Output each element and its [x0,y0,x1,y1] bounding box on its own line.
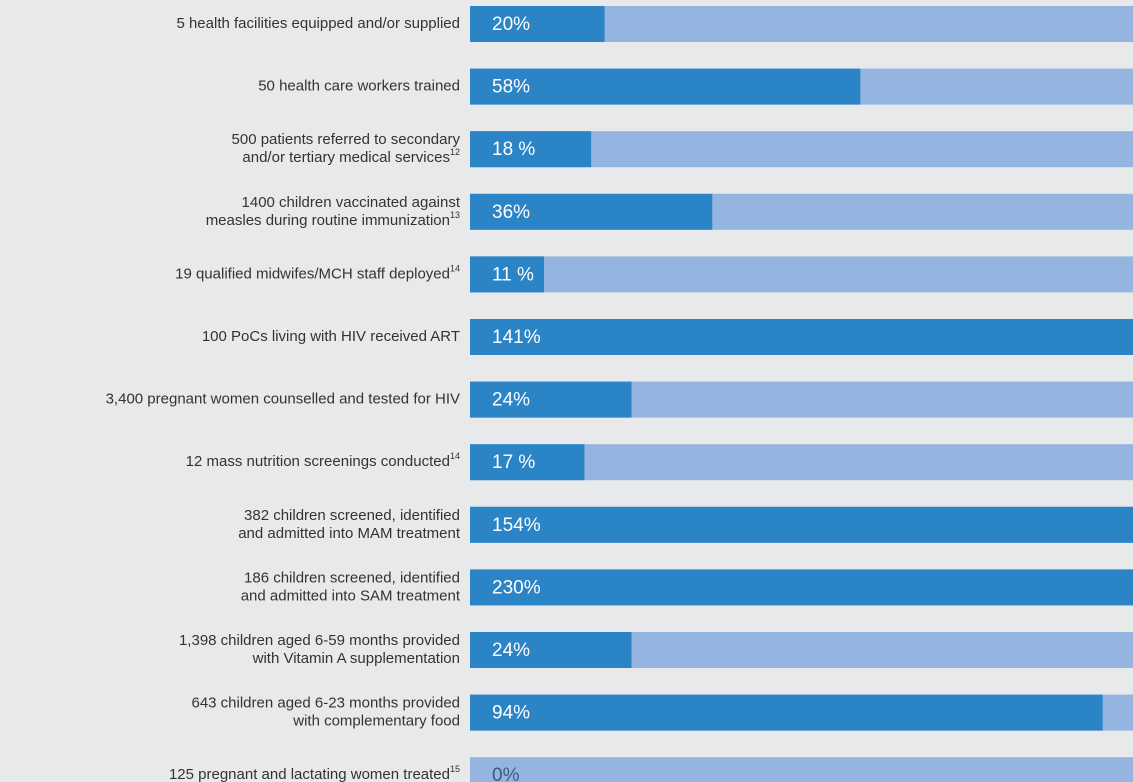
category-text: measles during routine immunization [206,212,450,229]
value-label: 24% [492,640,530,661]
category-label: 643 children aged 6-23 months provided [191,695,460,712]
value-label: 94% [492,703,530,724]
bar-track [470,757,1133,782]
category-label: and/or tertiary medical services12 [242,148,460,167]
footnote: 15 [450,765,460,775]
bar [470,632,632,668]
bar [470,256,545,293]
category-text: 3,400 pregnant women counselled and test… [106,391,460,408]
value-label: 36% [492,202,530,223]
category-text: 50 health care workers trained [258,78,460,95]
category-label: and admitted into MAM treatment [238,525,461,542]
category-text: and/or tertiary medical services [242,149,450,166]
category-text: and admitted into MAM treatment [238,525,461,542]
category-label: 3,400 pregnant women counselled and test… [106,391,460,408]
value-label: 17 % [492,452,535,473]
category-text: and admitted into SAM treatment [241,587,461,604]
value-label: 0% [492,765,520,782]
bar-track [470,256,1133,293]
category-label: and admitted into SAM treatment [241,587,461,604]
category-text: 1,398 children aged 6-59 months provided [179,632,460,649]
category-label: measles during routine immunization13 [206,210,460,229]
category-label: 100 PoCs living with HIV received ART [202,328,460,345]
category-text: 186 children screened, identified [244,569,460,586]
bar [470,444,585,481]
category-label: 50 health care workers trained [258,78,460,95]
value-label: 58% [492,77,530,98]
value-label: 24% [492,390,530,411]
footnote: 13 [450,210,460,220]
value-label: 11 % [492,264,534,285]
category-text: with complementary food [292,713,460,730]
category-text: 100 PoCs living with HIV received ART [202,328,460,345]
bar [470,319,1133,355]
bar [470,131,592,168]
footnote: 12 [450,148,460,158]
category-label: 1400 children vaccinated against [242,194,461,211]
category-text: 125 pregnant and lactating women treated [169,766,450,782]
bar [470,6,605,42]
bar [470,193,713,230]
category-label: with complementary food [292,713,460,730]
bar [470,381,632,418]
value-label: 141% [492,327,541,348]
footnote: 14 [450,264,460,274]
category-label: 125 pregnant and lactating women treated… [169,765,460,782]
footnote: 14 [450,452,460,462]
category-label: 186 children screened, identified [244,569,460,586]
category-label: 382 children screened, identified [244,507,460,524]
bar [470,694,1103,731]
category-text: 643 children aged 6-23 months provided [191,695,460,712]
category-label: 19 qualified midwifes/MCH staff deployed… [175,264,460,283]
category-label: 12 mass nutrition screenings conducted14 [186,452,460,471]
category-text: 1400 children vaccinated against [242,194,461,211]
category-text: 19 qualified midwifes/MCH staff deployed [175,265,450,282]
bar [470,506,1133,543]
value-label: 18 % [492,139,535,160]
category-label: with Vitamin A supplementation [252,650,460,667]
category-text: 382 children screened, identified [244,507,460,524]
category-label: 5 health facilities equipped and/or supp… [176,15,460,32]
category-text: 12 mass nutrition screenings conducted [186,453,450,470]
category-label: 500 patients referred to secondary [232,131,461,148]
category-text: with Vitamin A supplementation [252,650,460,667]
category-label: 1,398 children aged 6-59 months provided [179,632,460,649]
bar [470,68,861,105]
bar-area [470,6,1133,782]
value-label: 154% [492,515,541,536]
value-label: 230% [492,577,541,598]
bar [470,569,1133,606]
value-label: 20% [492,14,530,35]
category-text: 500 patients referred to secondary [232,131,461,148]
category-text: 5 health facilities equipped and/or supp… [176,15,460,32]
